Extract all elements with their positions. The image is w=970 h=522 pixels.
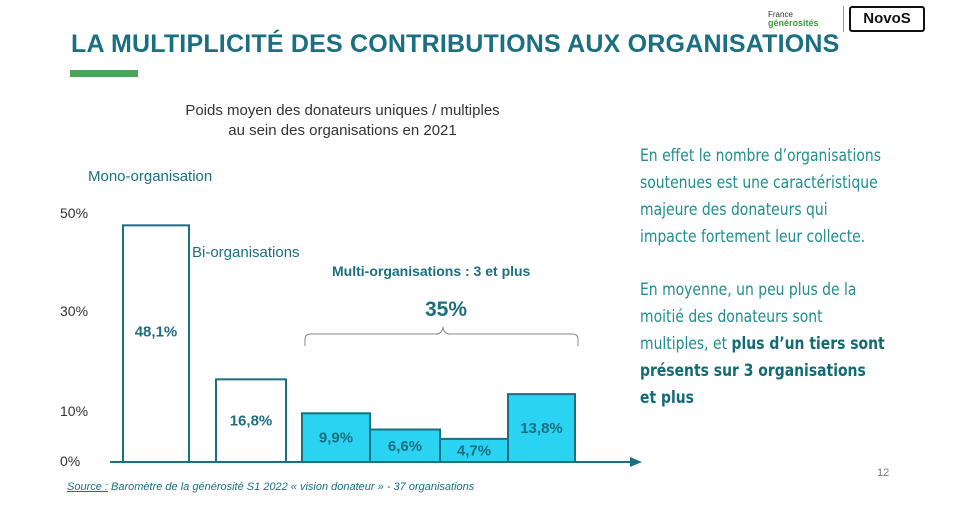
- y-tick-label: 0%: [60, 453, 80, 469]
- multi-group-brace: [304, 326, 579, 346]
- data-label: 6,6%: [388, 438, 422, 455]
- data-label: 4,7%: [457, 442, 491, 459]
- y-tick-label: 30%: [60, 303, 88, 319]
- page-number: 12: [877, 467, 890, 479]
- chart-title-line1: Poids moyen des donateurs uniques / mult…: [185, 102, 500, 119]
- y-tick-label: 10%: [60, 403, 88, 419]
- y-tick-label: 50%: [60, 205, 88, 221]
- side-paragraph-1: En effet le nombre d’organisations soute…: [640, 146, 882, 247]
- group-label-bi: Bi-organisations: [192, 244, 300, 261]
- data-label: 16,8%: [230, 413, 273, 430]
- source-note: Source : Baromètre de la générosité S1 2…: [67, 481, 474, 493]
- side-paragraph-2: En moyenne, un peu plus de la moitié des…: [640, 277, 886, 412]
- bar: [215, 378, 287, 463]
- group-total-multi: 35%: [425, 298, 467, 321]
- chart-title: Poids moyen des donateurs uniques / mult…: [140, 101, 545, 141]
- slide-title: LA MULTIPLICITÉ DES CONTRIBUTIONS AUX OR…: [71, 30, 840, 58]
- group-label-multi: Multi-organisations : 3 et plus: [332, 263, 531, 279]
- logo-fg-line1: France: [768, 10, 793, 19]
- novos-logo: NovoS: [849, 6, 925, 32]
- group-label-mono: Mono-organisation: [88, 168, 212, 185]
- bar: [122, 224, 190, 463]
- data-label: 48,1%: [135, 324, 178, 341]
- side-paragraph-2-text: En moyenne, un peu plus de la moitié des…: [640, 280, 857, 354]
- chart-title-line2: au sein des organisations en 2021: [228, 122, 457, 139]
- data-label: 13,8%: [520, 420, 563, 437]
- source-text: Baromètre de la générosité S1 2022 « vis…: [107, 481, 475, 493]
- france-generosites-logo: France générosités: [768, 10, 819, 28]
- source-label: Source :: [67, 481, 108, 493]
- title-underline: [70, 70, 138, 77]
- bar: [507, 393, 576, 464]
- side-paragraph-2-bold: plus d’un tiers sont présents sur 3 orga…: [640, 334, 885, 408]
- data-label: 9,9%: [319, 430, 353, 447]
- logo-separator: [843, 6, 844, 32]
- side-commentary: En effet le nombre d’organisations soute…: [640, 143, 886, 438]
- logo-fg-line2: générosités: [768, 18, 819, 28]
- x-axis-arrow: [630, 457, 642, 467]
